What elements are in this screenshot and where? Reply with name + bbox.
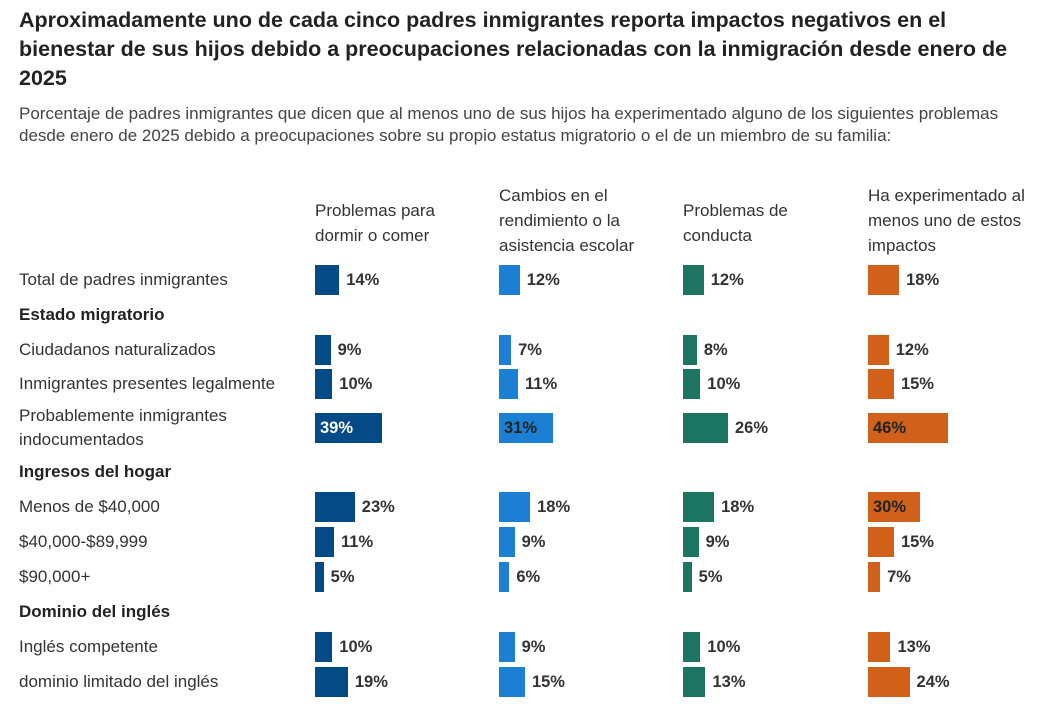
data-label: 10% (339, 375, 373, 393)
data-label: 24% (916, 673, 950, 691)
bar (315, 265, 340, 295)
bar (499, 265, 520, 295)
data-label: 15% (900, 375, 934, 393)
column-header: Ha experimentado al menos uno de estos i… (868, 186, 1025, 255)
section-heading: Estado migratorio (19, 305, 165, 324)
bar (315, 632, 333, 662)
bar (499, 632, 515, 662)
data-label: 7% (518, 341, 542, 359)
row-label: $90,000+ (19, 567, 91, 586)
data-label: 10% (707, 638, 741, 656)
row-label: Inglés competente (19, 637, 158, 656)
bar (868, 632, 891, 662)
bar (315, 667, 348, 697)
data-label: 9% (521, 638, 546, 656)
data-label: 10% (707, 375, 741, 393)
chart-title: Aproximadamente uno de cada cinco padres… (19, 8, 1008, 90)
data-label: 11% (341, 533, 374, 551)
data-label: 30% (873, 498, 907, 516)
bar (499, 667, 525, 697)
data-label: 13% (712, 673, 746, 691)
bar (315, 369, 333, 399)
bar (683, 562, 692, 592)
bar (683, 369, 701, 399)
row-label: Probablemente inmigrantes indocumentados (19, 406, 227, 449)
data-label: 12% (895, 341, 929, 359)
bar (499, 369, 519, 399)
data-label: 9% (337, 341, 362, 359)
bar (868, 265, 900, 295)
data-label: 14% (346, 271, 380, 289)
bar (683, 632, 701, 662)
data-label: 15% (900, 533, 934, 551)
bar (499, 562, 510, 592)
bar (683, 335, 697, 365)
bar (868, 335, 889, 365)
data-label: 10% (339, 638, 373, 656)
bar (868, 667, 910, 697)
data-label: 18% (906, 271, 940, 289)
data-label: 11% (525, 375, 558, 393)
row-label: Total de padres inmigrantes (19, 270, 228, 289)
data-label: 12% (710, 271, 744, 289)
column-header: Problemas de conducta (683, 201, 788, 245)
bar (868, 527, 894, 557)
bar (499, 335, 512, 365)
bar (683, 492, 715, 522)
data-label: 5% (698, 568, 723, 586)
bar (868, 492, 920, 522)
bar (315, 413, 383, 443)
row-label: Menos de $40,000 (19, 497, 160, 516)
data-label: 6% (516, 568, 541, 586)
data-label: 18% (721, 498, 755, 516)
data-label: 7% (887, 568, 911, 586)
bar (683, 265, 704, 295)
data-label: 31% (504, 419, 538, 437)
bar (683, 413, 728, 443)
bar (499, 413, 553, 443)
data-label: 23% (361, 498, 395, 516)
bar (683, 527, 699, 557)
row-label: $40,000-$89,999 (19, 532, 148, 551)
bar (315, 527, 335, 557)
section-heading: Dominio del inglés (19, 602, 171, 621)
row-label: Ciudadanos naturalizados (19, 340, 216, 359)
data-label: 13% (897, 638, 931, 656)
data-label: 9% (705, 533, 730, 551)
data-label: 18% (537, 498, 571, 516)
row-label: dominio limitado del inglés (19, 672, 219, 691)
data-label: 19% (354, 673, 388, 691)
data-label: 9% (521, 533, 546, 551)
bar (315, 492, 355, 522)
bar (315, 562, 324, 592)
bar (683, 667, 706, 697)
section-heading: Ingresos del hogar (19, 462, 172, 481)
bar (499, 492, 531, 522)
column-header: Problemas para dormir o comer (315, 201, 436, 245)
data-label: 26% (734, 419, 768, 437)
bar (868, 413, 948, 443)
data-label: 8% (703, 341, 728, 359)
data-label: 46% (873, 419, 907, 437)
data-label: 5% (330, 568, 355, 586)
bar (868, 562, 881, 592)
row-label: Inmigrantes presentes legalmente (19, 374, 276, 393)
data-label: 39% (320, 419, 354, 437)
chart-subtitle: Porcentaje de padres inmigrantes que dic… (19, 104, 999, 145)
bar (315, 335, 331, 365)
bar (499, 527, 515, 557)
bar (868, 369, 894, 399)
column-header: Cambios en el rendimiento o la asistenci… (499, 186, 635, 255)
data-label: 15% (531, 673, 565, 691)
data-label: 12% (526, 271, 560, 289)
